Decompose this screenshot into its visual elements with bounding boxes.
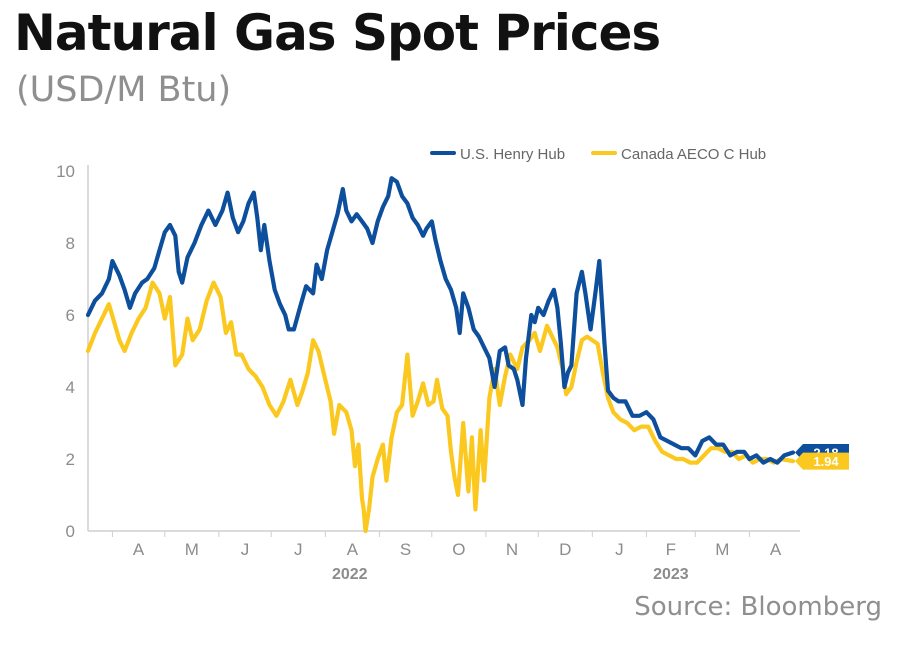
y-tick-label: 8 [66,234,75,253]
year-label: 2023 [653,566,689,583]
x-tick-label: F [666,540,676,559]
x-tick-label: J [241,540,250,559]
chart-title: Natural Gas Spot Prices [14,4,661,62]
x-tick-label: D [559,540,571,559]
legend-label: Canada AECO C Hub [621,146,766,163]
source-note: Source: Bloomberg [634,592,882,622]
x-tick-label: M [715,540,729,559]
year-label: 2022 [332,566,368,583]
chart-subtitle: (USD/M Btu) [16,70,232,110]
y-tick-label: 4 [66,378,75,397]
series-line-canada-aeco-c-hub [85,280,796,534]
y-tick-label: 2 [66,450,75,469]
x-tick-label: A [133,540,145,559]
x-tick-label: N [506,540,518,559]
end-value-label: 1.94 [813,454,839,469]
x-tick-label: J [615,540,624,559]
legend-label: U.S. Henry Hub [460,146,565,163]
x-tick-label: M [185,540,199,559]
end-value-tag [795,452,849,470]
x-tick-label: J [294,540,303,559]
y-tick-label: 10 [56,162,75,181]
y-tick-label: 6 [66,306,75,325]
series-line-u-s-henry-hub [85,176,796,465]
x-tick-label: A [347,540,359,559]
y-tick-label: 0 [66,522,75,541]
x-tick-label: S [400,540,411,559]
x-tick-label: A [770,540,782,559]
x-tick-label: O [452,540,465,559]
